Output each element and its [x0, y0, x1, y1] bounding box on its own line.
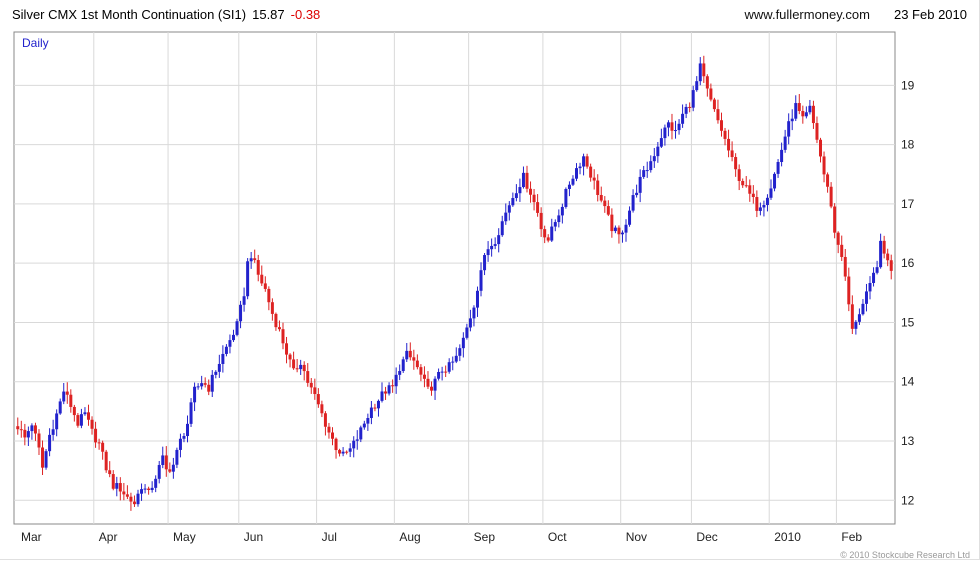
copyright-notice: © 2010 Stockcube Research Ltd [840, 550, 970, 560]
svg-text:2010: 2010 [774, 530, 801, 544]
svg-text:Sep: Sep [474, 530, 496, 544]
svg-text:15: 15 [901, 315, 915, 329]
price-change: -0.38 [290, 6, 321, 22]
svg-text:19: 19 [901, 78, 915, 92]
svg-text:17: 17 [901, 197, 915, 211]
site-url: www.fullermoney.com [744, 6, 870, 22]
chart-area: 12 13 14 15 16 17 18 19 Mar Apr May Jun Jul Aug Sep Oct… [0, 26, 980, 562]
svg-text:Feb: Feb [841, 530, 862, 544]
interval-label: Daily [22, 36, 49, 50]
svg-text:May: May [173, 530, 196, 544]
chart-title: Silver CMX 1st Month Continuation (SI1) [12, 6, 247, 22]
last-price: 15.87 [252, 6, 285, 22]
svg-text:Mar: Mar [21, 530, 42, 544]
svg-text:Nov: Nov [626, 530, 647, 544]
svg-text:14: 14 [901, 375, 915, 389]
svg-text:16: 16 [901, 256, 915, 270]
chart-header: Silver CMX 1st Month Continuation (SI1) … [0, 0, 979, 26]
svg-text:13: 13 [901, 434, 915, 448]
svg-text:Aug: Aug [399, 530, 420, 544]
svg-text:12: 12 [901, 493, 915, 507]
chart-date: 23 Feb 2010 [893, 6, 967, 22]
svg-text:Oct: Oct [548, 530, 567, 544]
candlestick-chart-canvas: 12 13 14 15 16 17 18 19 Mar Apr May Jun Jul Aug Sep Oct… [13, 31, 915, 544]
svg-text:Dec: Dec [696, 530, 717, 544]
svg-text:Jun: Jun [244, 530, 263, 544]
svg-text:Apr: Apr [99, 530, 118, 544]
svg-text:18: 18 [901, 138, 915, 152]
svg-text:Jul: Jul [322, 530, 337, 544]
